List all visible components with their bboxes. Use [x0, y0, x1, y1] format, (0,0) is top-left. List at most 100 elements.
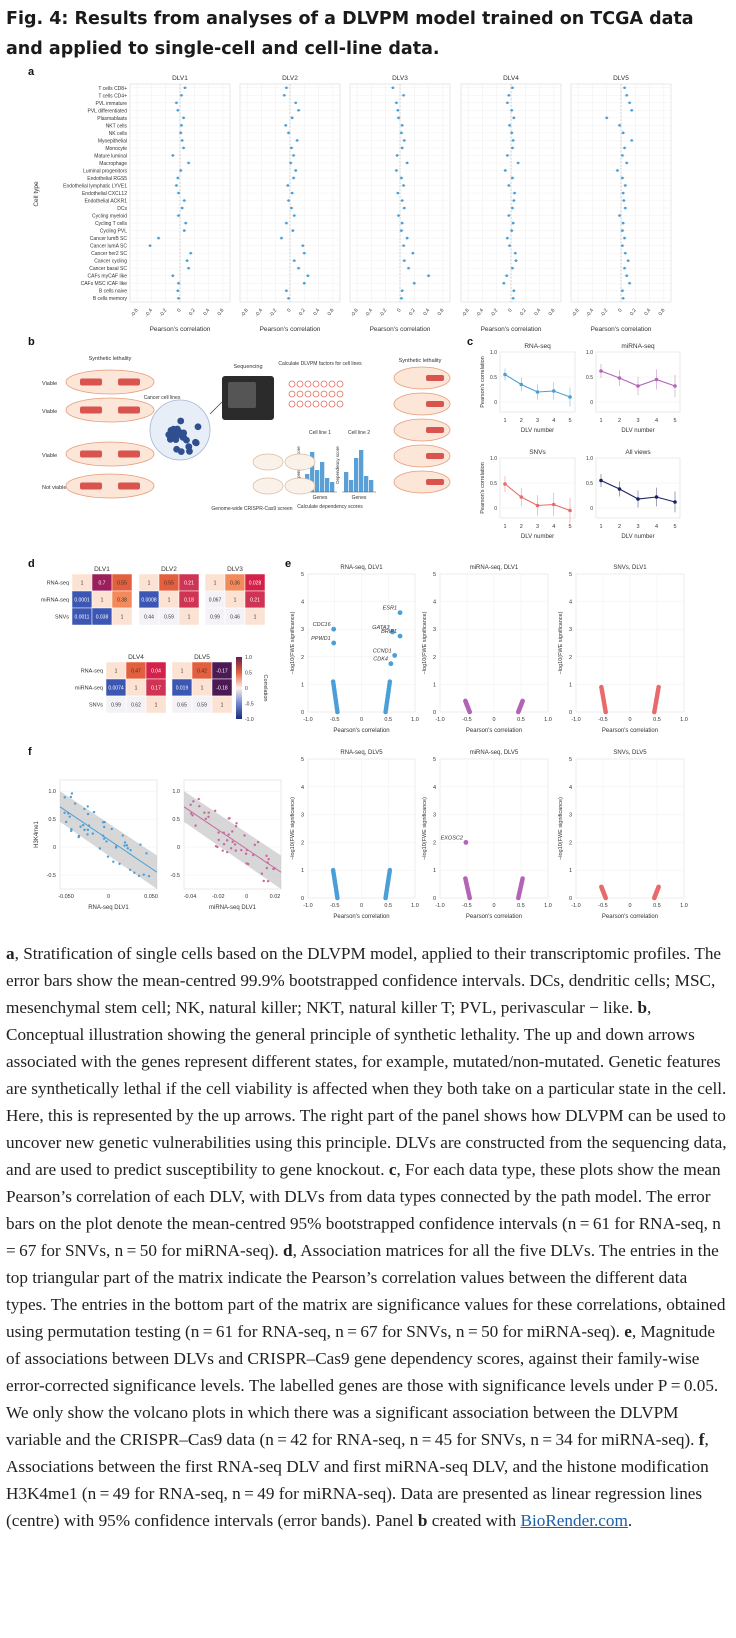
label: Cell line 2	[348, 430, 370, 436]
line-chart-snvs: SNVs 0 0.5 1.0 Pearson's correlation 1 2 3 4 5 DLV…	[480, 449, 576, 540]
data-point	[121, 834, 124, 837]
tick-label: -0.4	[254, 308, 264, 319]
data-point	[411, 251, 415, 255]
tick-label: 0	[433, 896, 436, 902]
tick-label: 5	[673, 524, 676, 530]
tick-label: 0.2	[298, 308, 307, 317]
tick-label: 0	[569, 896, 572, 902]
data-point	[294, 101, 298, 105]
tick-label: -0.6	[240, 308, 250, 319]
tick-label: 1.0	[490, 350, 497, 356]
cell-flask	[284, 477, 316, 495]
data-point	[284, 124, 288, 127]
data-point	[191, 814, 194, 817]
data-point	[400, 289, 404, 293]
tick-label: 0.5	[384, 717, 392, 723]
illustration-bar	[330, 482, 335, 492]
tick-label: 3	[433, 627, 436, 633]
axis-label: H3K4me1	[34, 821, 40, 848]
axis-label: miRNA-seq DLV1	[209, 905, 257, 911]
data-point	[179, 169, 183, 172]
data-point	[519, 382, 524, 387]
facet-DLV5: DLV5 -0.6 -0.4 -0.2 0 0.2 0.4 0.6 Pearson's corr…	[570, 75, 672, 333]
data-point	[400, 221, 404, 225]
network-node	[304, 380, 312, 388]
network-node	[320, 390, 328, 398]
data-point	[463, 698, 468, 704]
axis-label: DLV number	[521, 428, 554, 434]
axis-label: DLV number	[621, 428, 654, 434]
data-point	[171, 274, 175, 277]
data-point	[621, 289, 624, 293]
tick-label: -0.5	[598, 903, 607, 909]
data-point	[520, 876, 525, 881]
data-point	[123, 844, 126, 847]
illustration-bar	[369, 480, 374, 492]
gene-label: CDK4	[373, 657, 388, 663]
cell-value: 0.17	[151, 686, 161, 692]
illustration-bar	[310, 452, 315, 492]
tick-label: 1	[599, 524, 602, 530]
data-point	[535, 503, 540, 508]
biorender-link[interactable]: BioRender.com	[520, 1511, 628, 1530]
cancer-cell	[170, 425, 177, 433]
line-chart-all-views: All views 0 0.5 1.0 1 2 3 4 5 DLV number	[586, 449, 681, 540]
tick-label: 1.0	[680, 903, 688, 909]
data-point	[502, 281, 506, 285]
data-point	[247, 862, 250, 866]
data-point	[145, 852, 148, 855]
axis-label: −log10(FWE significance)	[290, 797, 296, 860]
tick-label: 5	[433, 757, 436, 763]
facet-title: DLV4	[503, 75, 519, 82]
cell-type-label: Cycling myeloid	[92, 214, 127, 220]
data-point	[177, 281, 180, 285]
data-point	[234, 849, 237, 852]
data-point	[617, 376, 622, 380]
data-point	[396, 109, 400, 112]
facet-title: DLV2	[282, 75, 298, 82]
caption-text: , Conceptual illustration showing the ge…	[6, 998, 727, 1179]
data-point	[400, 146, 404, 150]
gene-label: EXOSC2	[441, 835, 463, 841]
data-point	[180, 93, 183, 97]
tick-label: 2	[569, 655, 572, 661]
cell-value: 0.99	[210, 615, 220, 621]
panel-a-ylabel: Cell type	[33, 181, 40, 207]
cell-type-label: Cycling PVL	[100, 229, 127, 235]
data-point	[412, 281, 416, 285]
cell-value: 0.019	[176, 686, 189, 692]
data-point	[306, 274, 310, 277]
data-point	[623, 86, 626, 90]
label: Genes	[313, 495, 328, 501]
data-point	[234, 825, 238, 828]
tick-label: 0.4	[643, 308, 652, 317]
cell-value: 1	[121, 615, 124, 621]
data-point	[184, 221, 188, 225]
cell-body	[393, 470, 451, 494]
label: Calculate DLVPM factors for cell lines	[278, 361, 362, 367]
cell-value: 1	[115, 669, 118, 675]
tick-label: 2	[301, 655, 304, 661]
cell-body	[65, 473, 155, 499]
heatmap-DLV2: DLV2 1 0.55 0.21 0.0008 1 0.18 0.44 0.59 1	[138, 566, 200, 626]
caption-text: .	[627, 1511, 633, 1530]
caption-text: , For each data type, these plots show t…	[6, 1160, 725, 1260]
data-point	[636, 384, 640, 388]
data-point	[402, 139, 406, 142]
panel-letter-e: e	[285, 558, 291, 570]
tick-label: -0.6	[350, 308, 360, 319]
colorbar-tick: 0	[245, 686, 248, 692]
data-point	[256, 840, 260, 844]
data-point	[535, 390, 540, 394]
data-point	[506, 154, 509, 157]
tick-label: 3	[536, 418, 539, 424]
data-point	[395, 154, 399, 157]
tick-label: 0	[53, 845, 56, 851]
data-point	[512, 289, 516, 293]
data-point	[266, 861, 269, 864]
axis-label: −log10(FWE significance)	[558, 797, 564, 860]
line-chart-mirna-seq: miRNA-seq 0 0.5 1.0 1 2 3 4 5 DLV number	[586, 343, 681, 434]
data-point	[621, 229, 624, 232]
data-point	[599, 478, 603, 483]
data-point	[297, 109, 300, 112]
